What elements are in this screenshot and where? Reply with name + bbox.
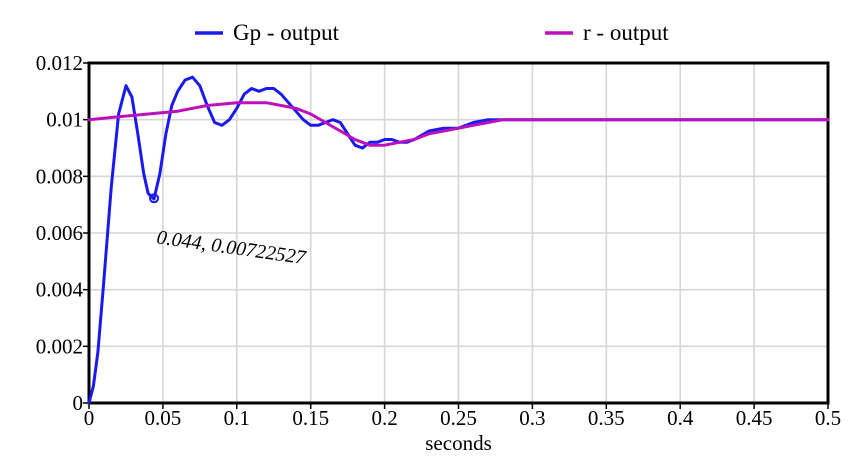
x-tick-label: 0.05 (145, 406, 182, 430)
y-tick-label: 0.01 (46, 108, 83, 132)
x-tick-label: 0.35 (588, 406, 625, 430)
x-tick-label: 0.25 (440, 406, 477, 430)
y-tick-label: 0.006 (36, 221, 83, 245)
series-line (87, 101, 830, 147)
y-tick-label: 0.004 (36, 278, 84, 302)
y-tick-label: 0.012 (36, 51, 83, 75)
x-tick-label: 0.5 (815, 406, 841, 430)
y-tick-label: 0.008 (36, 164, 83, 188)
y-tick-label: 0.002 (36, 334, 83, 358)
x-tick-label: 0.3 (519, 406, 545, 430)
y-tick-label: 0 (73, 391, 84, 415)
annotation-marker (149, 193, 160, 204)
legend-label: r - output (583, 20, 669, 45)
x-tick-label: 0.4 (667, 406, 694, 430)
x-tick-label: 0.45 (736, 406, 773, 430)
x-tick-label: 0.15 (292, 406, 329, 430)
legend-label: Gp - output (233, 20, 340, 45)
x-tick-label: 0.1 (224, 406, 250, 430)
x-tick-label: 0.2 (371, 406, 397, 430)
x-axis-title: seconds (425, 431, 492, 455)
x-tick-label: 0 (84, 406, 95, 430)
